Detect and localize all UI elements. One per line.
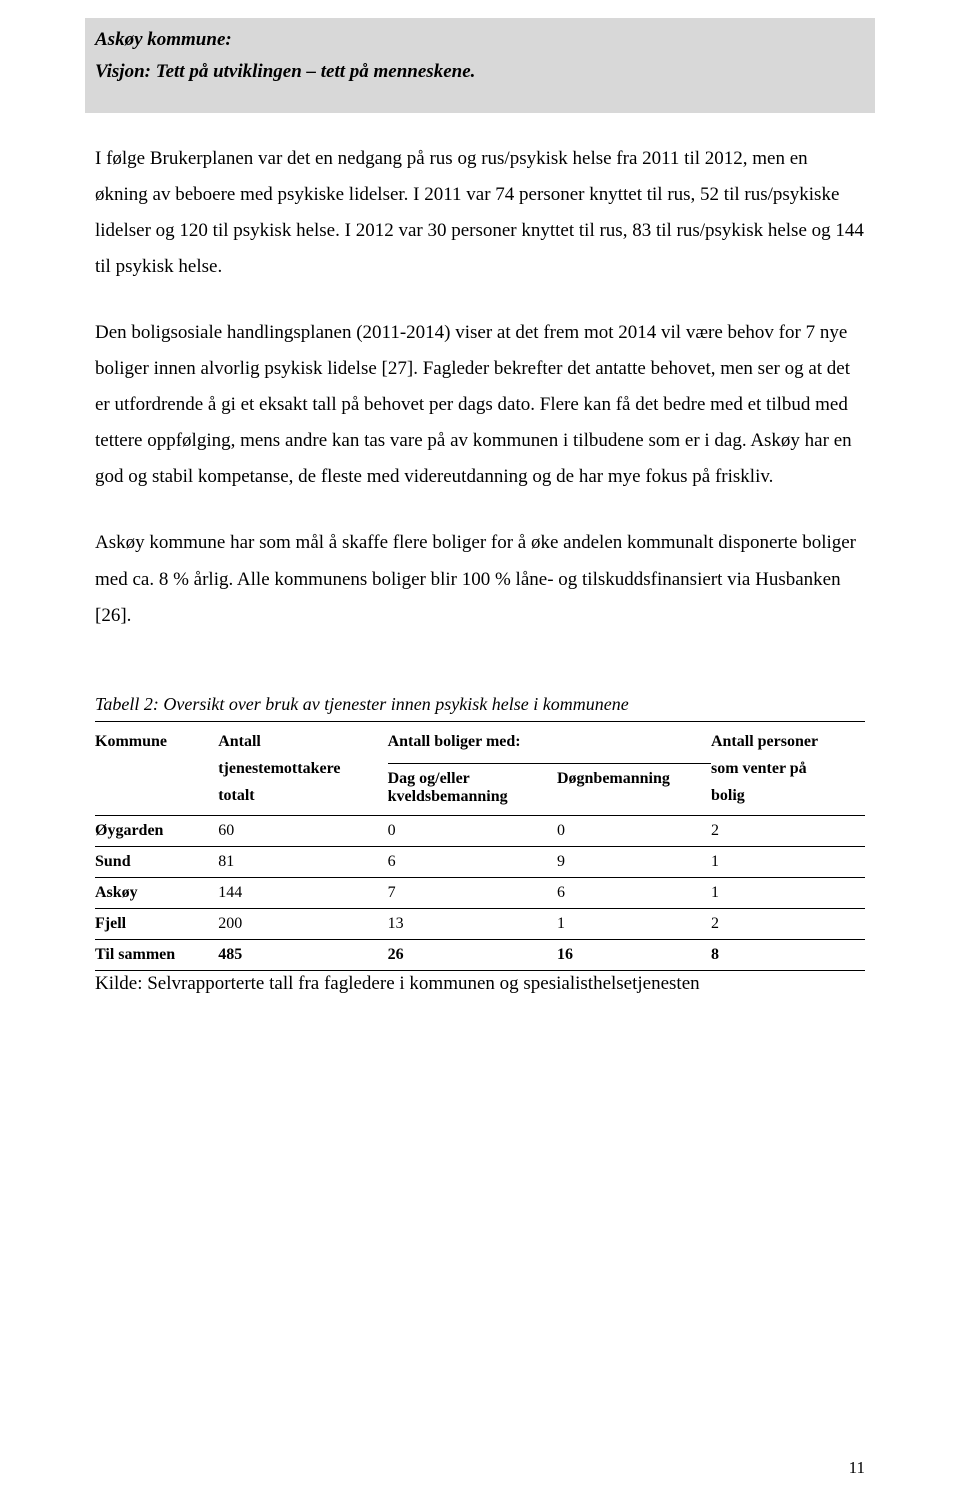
cell-kommune: Askøy (95, 878, 218, 909)
cell-vente: 2 (711, 909, 865, 940)
cell-dogn: 0 (557, 816, 711, 847)
table-row: Øygarden 60 0 0 2 (95, 816, 865, 847)
table-row-total: Til sammen 485 26 16 8 (95, 940, 865, 971)
th-antall-l1: Antall (218, 733, 261, 750)
th-dag-l1: Dag og/eller (388, 770, 470, 787)
cell-tot: 200 (218, 909, 387, 940)
banner-subtitle: Visjon: Tett på utviklingen – tett på me… (85, 56, 865, 88)
cell-vente: 8 (711, 940, 865, 971)
th-antall-l2: tjenestemottakere (218, 760, 340, 777)
table-source: Kilde: Selvrapporterte tall fra fagleder… (95, 973, 865, 995)
th-kommune: Kommune (95, 721, 218, 816)
paragraph-3: Askøy kommune har som mål å skaffe flere… (95, 525, 865, 633)
table-caption: Tabell 2: Oversikt over bruk av tjeneste… (95, 694, 865, 715)
th-vente-l2: som venter på (711, 760, 807, 777)
table-row: Sund 81 6 9 1 (95, 847, 865, 878)
cell-tot: 60 (218, 816, 387, 847)
cell-dag: 13 (388, 909, 557, 940)
cell-tot: 81 (218, 847, 387, 878)
cell-vente: 1 (711, 847, 865, 878)
th-dogn-label: Døgnbemanning (557, 770, 670, 787)
services-table: Kommune Antall tjenestemottakere totalt … (95, 721, 865, 972)
cell-dag: 7 (388, 878, 557, 909)
th-dag-l2: kveldsbemanning (388, 788, 508, 805)
page-number: 11 (849, 1458, 865, 1478)
cell-dag: 26 (388, 940, 557, 971)
cell-dogn: 1 (557, 909, 711, 940)
cell-dogn: 9 (557, 847, 711, 878)
th-antall-l3: totalt (218, 787, 254, 804)
cell-dag: 6 (388, 847, 557, 878)
cell-vente: 2 (711, 816, 865, 847)
th-vente-l3: bolig (711, 787, 745, 804)
cell-dag: 0 (388, 816, 557, 847)
th-antall-tot: Antall tjenestemottakere totalt (218, 721, 387, 816)
cell-vente: 1 (711, 878, 865, 909)
cell-kommune: Sund (95, 847, 218, 878)
th-boliger-med: Antall boliger med: (388, 721, 711, 764)
table-row: Askøy 144 7 6 1 (95, 878, 865, 909)
header-banner: Askøy kommune: Visjon: Tett på utvikling… (85, 18, 875, 113)
th-vente: Antall personer som venter på bolig (711, 721, 865, 816)
th-dogn: Døgnbemanning (557, 764, 711, 816)
cell-dogn: 6 (557, 878, 711, 909)
cell-tot: 144 (218, 878, 387, 909)
th-dag: Dag og/eller kveldsbemanning (388, 764, 557, 816)
cell-kommune: Fjell (95, 909, 218, 940)
th-vente-l1: Antall personer (711, 733, 818, 750)
table-row: Fjell 200 13 1 2 (95, 909, 865, 940)
banner-title: Askøy kommune: (85, 24, 865, 56)
cell-kommune: Øygarden (95, 816, 218, 847)
cell-dogn: 16 (557, 940, 711, 971)
th-boliger-label: Antall boliger med: (388, 733, 521, 750)
cell-tot: 485 (218, 940, 387, 971)
paragraph-1: I følge Brukerplanen var det en nedgang … (95, 141, 865, 285)
paragraph-2: Den boligsosiale handlingsplanen (2011-2… (95, 315, 865, 495)
th-kommune-label: Kommune (95, 733, 167, 750)
cell-kommune: Til sammen (95, 940, 218, 971)
